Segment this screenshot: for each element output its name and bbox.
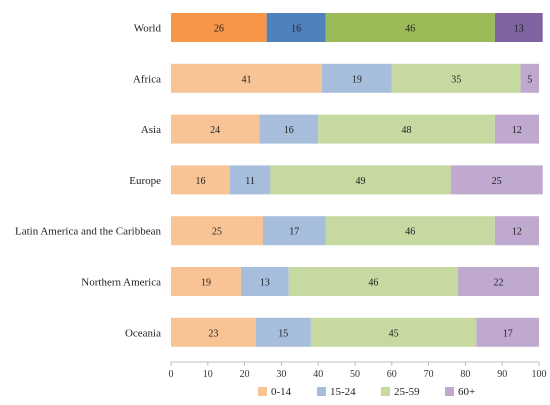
legend-label-15-24: 15-24 <box>330 386 356 398</box>
data-label-africa-60: 5 <box>527 74 532 85</box>
legend-label-0-14: 0-14 <box>271 386 292 398</box>
legend-swatch-25-59 <box>381 387 390 396</box>
bar-segment-africa-60 <box>520 63 539 93</box>
data-label-latin-america-and-the-caribbean-0-14: 25 <box>212 227 222 238</box>
data-label-world-25-59: 46 <box>405 24 415 35</box>
x-tick-label-30: 30 <box>276 369 286 380</box>
bar-segment-latin-america-and-the-caribbean-60 <box>494 216 539 246</box>
bar-segment-asia-0-14 <box>171 114 260 144</box>
data-label-europe-0-14: 16 <box>195 176 205 187</box>
plot-area: World 26 16 46 13 Africa 41 19 35 5 Asia 24 16 48 12 Eu… <box>15 13 543 347</box>
x-tick-label-20: 20 <box>240 369 250 380</box>
x-tick-label-50: 50 <box>350 369 360 380</box>
x-tick-label-60: 60 <box>387 369 397 380</box>
bar-segment-asia-25-59 <box>318 114 495 144</box>
data-label-africa-25-59: 35 <box>451 74 461 85</box>
bar-segment-world-0-14 <box>171 13 267 42</box>
data-label-europe-15-24: 11 <box>245 176 255 187</box>
bar-segment-europe-25-59 <box>270 165 451 195</box>
data-label-europe-60: 25 <box>492 176 502 187</box>
bar-segment-latin-america-and-the-caribbean-15-24 <box>263 216 326 246</box>
bar-segment-africa-15-24 <box>321 63 392 93</box>
x-tick-label-40: 40 <box>313 369 323 380</box>
bar-segment-africa-25-59 <box>391 63 521 93</box>
data-label-asia-25-59: 48 <box>402 125 412 136</box>
data-label-europe-25-59: 49 <box>356 176 366 187</box>
data-label-northern-america-15-24: 13 <box>260 278 270 289</box>
bar-segment-oceania-0-14 <box>171 317 256 347</box>
data-label-asia-0-14: 24 <box>210 125 220 136</box>
bar-segment-europe-15-24 <box>229 165 271 195</box>
data-label-oceania-25-59: 45 <box>389 328 399 339</box>
legend-swatch-15-24 <box>317 387 326 396</box>
category-label-europe: Europe <box>129 175 161 187</box>
data-label-asia-60: 12 <box>512 125 522 136</box>
x-axis: 0 10 20 30 40 50 60 70 80 90 100 <box>169 361 547 380</box>
x-tick-label-100: 100 <box>532 369 547 380</box>
data-label-asia-15-24: 16 <box>284 125 294 136</box>
x-tick-label-90: 90 <box>497 369 507 380</box>
data-label-oceania-0-14: 23 <box>208 328 218 339</box>
data-label-africa-15-24: 19 <box>352 74 362 85</box>
legend-swatch-0-14 <box>258 387 267 396</box>
bar-segment-world-15-24 <box>266 13 326 42</box>
data-label-oceania-15-24: 15 <box>278 328 288 339</box>
category-label-africa: Africa <box>133 73 161 85</box>
legend-label-60: 60+ <box>458 386 475 398</box>
legend: 0-14 15-24 25-59 60+ <box>258 386 475 398</box>
category-label-asia: Asia <box>141 124 161 136</box>
bar-segment-asia-15-24 <box>259 114 319 144</box>
bar-segment-world-60 <box>494 13 543 42</box>
category-label-northern-america: Northern America <box>81 277 161 289</box>
bar-segment-northern-america-25-59 <box>288 267 459 296</box>
data-label-world-15-24: 16 <box>291 24 301 35</box>
data-label-latin-america-and-the-caribbean-15-24: 17 <box>289 227 299 238</box>
legend-label-25-59: 25-59 <box>394 386 420 398</box>
x-tick-label-70: 70 <box>424 369 434 380</box>
category-label-oceania: Oceania <box>125 327 161 339</box>
bar-segment-africa-0-14 <box>171 63 322 93</box>
category-label-latin-america-and-the-caribbean: Latin America and the Caribbean <box>15 226 161 238</box>
x-tick-label-0: 0 <box>169 369 174 380</box>
bar-segment-northern-america-0-14 <box>171 267 241 296</box>
bar-segment-latin-america-and-the-caribbean-0-14 <box>171 216 263 246</box>
bar-segment-oceania-15-24 <box>255 317 311 347</box>
category-label-world: World <box>134 23 162 35</box>
bar-segment-latin-america-and-the-caribbean-25-59 <box>325 216 495 246</box>
data-label-latin-america-and-the-caribbean-60: 12 <box>512 227 522 238</box>
bar-segment-oceania-60 <box>476 317 539 347</box>
bar-segment-europe-60 <box>450 165 543 195</box>
data-label-latin-america-and-the-caribbean-25-59: 46 <box>405 227 415 238</box>
data-label-world-0-14: 26 <box>214 24 224 35</box>
data-label-northern-america-60: 22 <box>494 278 504 289</box>
bar-segment-oceania-25-59 <box>310 317 477 347</box>
bar-segment-northern-america-15-24 <box>240 267 289 296</box>
legend-swatch-60 <box>445 387 454 396</box>
data-label-africa-0-14: 41 <box>241 74 251 85</box>
data-label-oceania-60: 17 <box>503 328 513 339</box>
data-label-northern-america-0-14: 19 <box>201 278 211 289</box>
bar-segment-europe-0-14 <box>171 165 230 195</box>
x-tick-label-10: 10 <box>203 369 213 380</box>
data-label-northern-america-25-59: 46 <box>368 278 378 289</box>
bar-segment-northern-america-60 <box>458 267 539 296</box>
bar-segment-world-25-59 <box>325 13 495 42</box>
data-label-world-60: 13 <box>514 24 524 35</box>
x-tick-label-80: 80 <box>460 369 470 380</box>
bar-segment-asia-60 <box>494 114 539 144</box>
